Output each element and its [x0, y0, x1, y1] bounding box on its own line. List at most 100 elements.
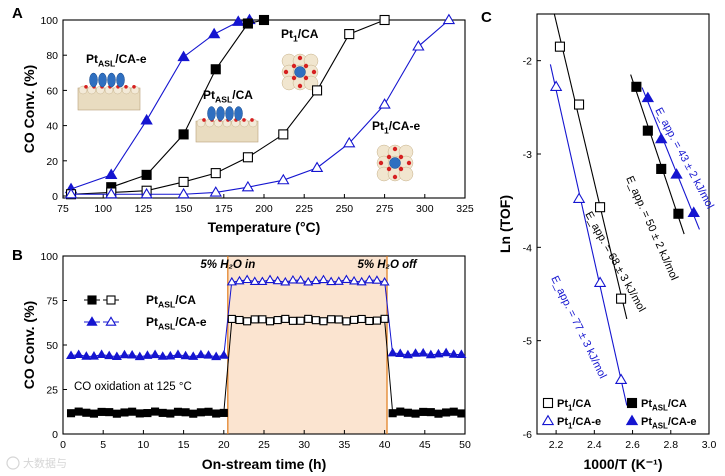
panel-b-point: [112, 409, 121, 418]
panel-b-point: [396, 407, 405, 416]
watermark: 大数据与: [6, 456, 67, 470]
panel-b-point: [319, 317, 328, 326]
panel-b-point: [66, 350, 77, 360]
panel-b-xtick-label: 50: [459, 439, 471, 451]
panel-c-chart: 2.2 2.4 2.6 2.8 3.0 -6 -5 -4 -3 -2 E_app. = 68 ± …: [497, 13, 716, 472]
panel-b-ytick-label: 0: [52, 429, 58, 441]
panel-b-point: [189, 409, 198, 418]
panel-a-point: [378, 98, 391, 109]
panel-b-point: [188, 351, 199, 360]
panel-c-point: [670, 168, 683, 179]
panel-b-point: [120, 408, 129, 417]
panel-c-legend-marker: [542, 397, 554, 409]
panel-b-point: [66, 409, 76, 418]
panel-b-point: [250, 315, 259, 324]
panel-b-point: [410, 348, 421, 357]
panel-b-point: [226, 276, 237, 286]
panel-b-xtick-label: 15: [178, 439, 190, 451]
panel-a-xtick-label: 175: [215, 203, 233, 215]
panel-c-point: [614, 373, 628, 385]
panel-b-ytick-label: 75: [46, 296, 58, 308]
panel-a-xtick-label: 275: [376, 203, 394, 215]
event-label: 5% H₂O in: [200, 259, 255, 271]
panel-b-point: [172, 349, 183, 358]
panel-a-series-line: [71, 19, 385, 195]
panel-a-point: [277, 173, 290, 185]
panel-b-point: [380, 314, 389, 323]
panel-c-legend-marker: [626, 397, 638, 409]
panel-a-point: [105, 187, 118, 199]
panel-b-point: [134, 351, 145, 361]
panel-b-point: [96, 349, 107, 358]
panel-a-chart: 75 100 125 150 175 200 225 250 275 300 325 0 20 40 60 8…: [21, 13, 474, 235]
panel-b-point: [318, 274, 329, 284]
panel-c-fit-label: E_app. = 68 ± 3 kJ/mol: [582, 210, 647, 314]
panel-b-point: [280, 276, 291, 286]
panel-c-point: [616, 293, 627, 304]
panel-b-point: [74, 407, 83, 416]
panel-c-fit-label: E_app. = 77 ± 3 kJ/mol: [548, 274, 608, 381]
pt1-ca-e-structure-illustration: [376, 144, 414, 182]
watermark-icon: [6, 456, 20, 470]
panel-b-point: [265, 317, 275, 326]
panel-a-ytick-label: 20: [46, 156, 58, 168]
panel-b-point: [219, 408, 228, 417]
panel-a-annotation-label: PtASL/CA-e: [86, 52, 147, 69]
panel-a-xtick-label: 125: [135, 203, 153, 215]
panel-b-point: [181, 408, 190, 417]
panel-c-fit-label: E_app. = 43 ± 2 kJ/mol: [652, 106, 716, 211]
panel-c-point: [593, 276, 607, 287]
panel-b-point: [165, 350, 176, 360]
panel-b-point: [281, 314, 290, 323]
panel-a-point: [141, 169, 152, 180]
panel-b-point: [379, 276, 390, 286]
panel-b-xtick-label: 40: [379, 439, 391, 451]
panel-b-point: [151, 407, 160, 416]
panel-c-legend-label: Pt1/CA-e: [557, 416, 601, 430]
panel-b-point: [418, 347, 429, 357]
panel-b-point: [158, 408, 167, 417]
panel-b-point: [242, 274, 253, 284]
panel-b-condition-label: CO oxidation at 125 °C: [74, 381, 192, 393]
panel-b-point: [157, 351, 168, 360]
panel-a-xlabel: Temperature (°C): [208, 219, 321, 235]
panel-b-point: [364, 274, 375, 284]
panel-b-point: [304, 314, 313, 323]
panel-b-point: [349, 315, 359, 324]
panel-letter-b: B: [12, 247, 23, 264]
panel-c-ytick-label: -2: [523, 56, 532, 68]
panel-b-point: [433, 348, 444, 358]
panel-b-point: [227, 314, 236, 323]
panel-c-point: [673, 208, 684, 219]
panel-b-point: [204, 407, 213, 416]
panel-c-point: [549, 80, 563, 91]
panel-b-point: [365, 316, 374, 326]
panel-c-point: [572, 192, 586, 203]
panel-b-point: [426, 408, 435, 417]
panel-a-point: [343, 136, 356, 148]
panel-b-point: [295, 275, 306, 284]
panel-letter-a: A: [12, 5, 23, 22]
panel-b-xtick-label: 5: [100, 439, 106, 451]
panel-b-point: [434, 409, 443, 418]
panel-c-point: [631, 81, 642, 92]
panel-b-point: [349, 275, 360, 285]
panel-b-point: [234, 275, 245, 285]
panel-c-point: [655, 132, 668, 144]
panel-c-ylabel: Ln (TOF): [497, 195, 513, 253]
panel-a-xtick-label: 225: [295, 203, 313, 215]
panel-b-point: [411, 409, 420, 418]
panel-a-xtick-label: 75: [57, 203, 69, 215]
panel-b-point: [82, 408, 91, 417]
panel-c-xtick-label: 2.2: [549, 439, 564, 451]
panel-b-point: [212, 409, 221, 418]
panel-b-point: [303, 276, 314, 286]
panel-a-point: [207, 27, 221, 39]
panel-a-series-line: [71, 19, 450, 195]
panel-b-point: [243, 317, 252, 326]
panel-b-xlabel: On-stream time (h): [202, 456, 326, 472]
panel-b-point: [127, 349, 138, 359]
panel-b-legend-marker: [87, 295, 97, 305]
panel-b-point: [296, 316, 305, 325]
panel-c-fit-line: [641, 87, 700, 230]
